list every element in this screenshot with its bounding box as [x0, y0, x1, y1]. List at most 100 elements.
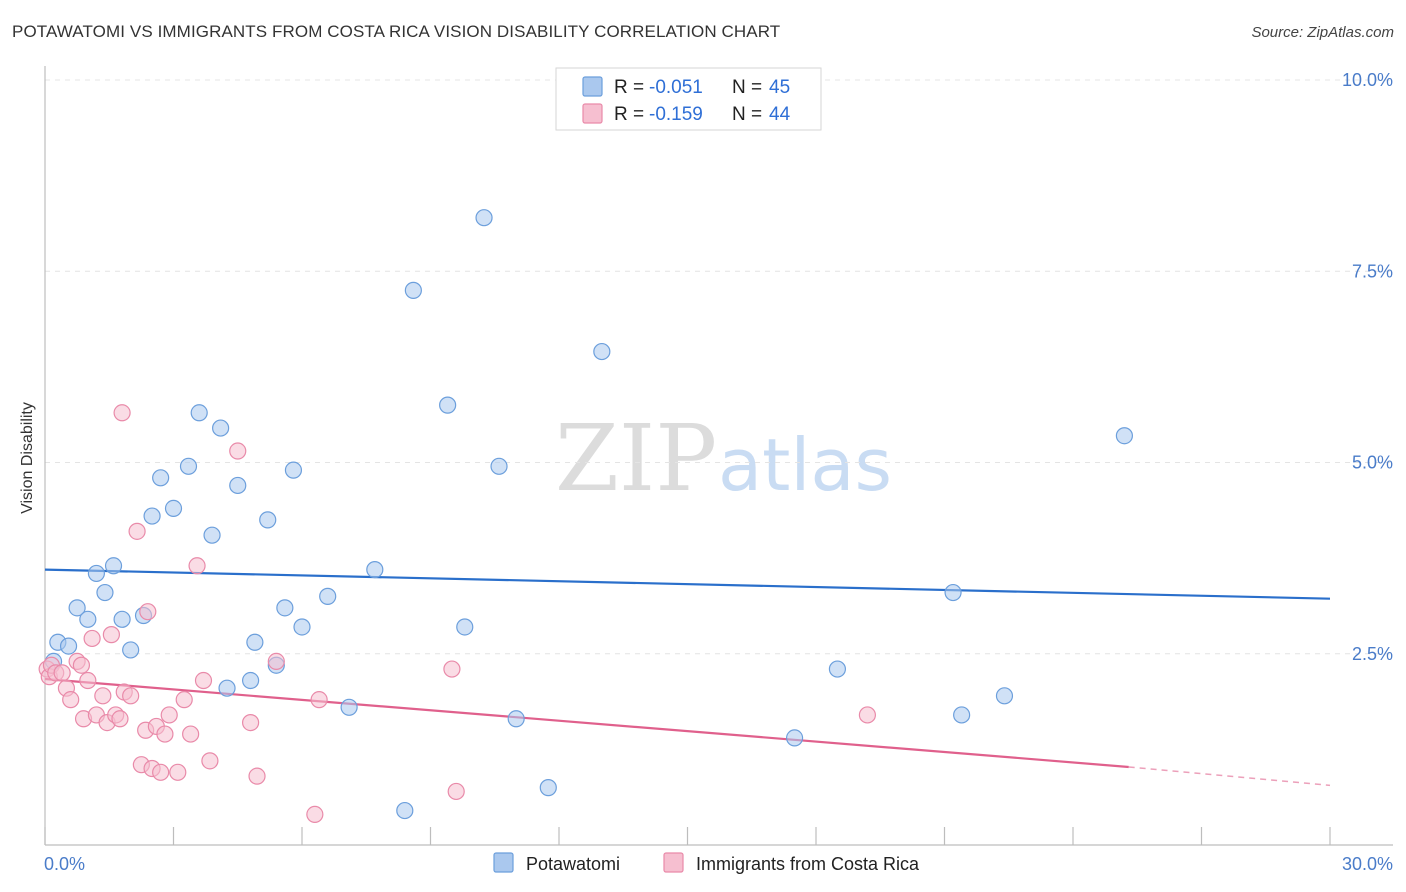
point-potawatomi-36: [507, 710, 525, 728]
point-costa-rica-43: [447, 782, 465, 801]
point-potawatomi-28: [340, 698, 358, 716]
point-potawatomi-41: [944, 583, 962, 602]
point-costa-rica-18: [113, 404, 131, 422]
legend-r-label-pink: R =: [614, 104, 644, 125]
watermark-zip: ZIP: [555, 405, 717, 512]
watermark: ZIP atlas: [555, 405, 892, 512]
point-potawatomi-39: [785, 729, 804, 747]
legend-n-label-pink: N =: [732, 104, 762, 125]
legend-swatch-blue: [582, 76, 603, 97]
legend-r-label-blue: R =: [614, 77, 644, 98]
point-potawatomi-35: [490, 457, 508, 475]
point-potawatomi-30: [396, 801, 414, 820]
point-potawatomi-18: [218, 679, 236, 697]
point-potawatomi-4: [79, 610, 97, 628]
point-costa-rica-41: [310, 691, 328, 709]
point-costa-rica-40: [306, 805, 324, 824]
point-costa-rica-36: [229, 442, 247, 460]
x-tick-label-min: 0.0%: [44, 854, 85, 874]
point-costa-rica-33: [188, 557, 206, 575]
point-potawatomi-38: [593, 342, 611, 361]
trend-lines: [44, 568, 1331, 787]
legend-n-label-blue: N =: [732, 77, 762, 98]
point-costa-rica-13: [94, 687, 112, 705]
point-costa-rica-6: [62, 691, 80, 709]
point-potawatomi-24: [276, 599, 294, 617]
point-costa-rica-8: [72, 656, 91, 674]
x-tick-labels: 0.0% 30.0%: [44, 854, 1393, 874]
series-legend-label-costa-rica: Immigrants from Costa Rica: [696, 854, 920, 874]
point-costa-rica-39: [267, 652, 285, 671]
point-potawatomi-33: [456, 618, 474, 636]
point-potawatomi-3: [68, 599, 86, 617]
point-potawatomi-43: [995, 687, 1014, 705]
point-potawatomi-6: [96, 583, 114, 602]
point-costa-rica-10: [79, 671, 97, 690]
watermark-atlas: atlas: [718, 423, 892, 507]
y-tick-label-0: 2.5%: [1352, 644, 1393, 664]
point-potawatomi-34: [475, 209, 493, 227]
stats-legend: R = -0.051 N = 45 R = -0.159 N = 44: [555, 67, 822, 131]
point-potawatomi-32: [439, 396, 457, 414]
point-potawatomi-31: [404, 281, 422, 299]
point-potawatomi-9: [122, 641, 140, 659]
point-potawatomi-40: [828, 660, 847, 678]
point-costa-rica-42: [443, 660, 461, 678]
y-tick-labels: 2.5% 5.0% 7.5% 10.0%: [1342, 70, 1393, 664]
point-costa-rica-24: [139, 603, 157, 621]
series-legend-swatch-potawatomi: [493, 852, 514, 873]
point-costa-rica-35: [201, 752, 219, 770]
point-potawatomi-17: [212, 419, 230, 437]
point-potawatomi-29: [366, 560, 384, 579]
point-potawatomi-44: [1115, 427, 1134, 445]
legend-n-value-blue: 45: [769, 77, 790, 98]
point-potawatomi-8: [113, 610, 131, 628]
point-costa-rica-32: [182, 725, 200, 743]
series-legend: Potawatomi Immigrants from Costa Rica: [493, 852, 920, 874]
point-potawatomi-13: [164, 499, 183, 517]
data-points: [38, 209, 1134, 824]
chart-title: POTAWATOMI VS IMMIGRANTS FROM COSTA RICA…: [12, 22, 781, 41]
point-costa-rica-17: [111, 710, 129, 728]
point-potawatomi-16: [203, 526, 221, 544]
legend-r-value-blue: -0.051: [649, 77, 703, 98]
trend-line-potawatomi: [44, 568, 1331, 600]
legend-n-value-pink: 44: [769, 104, 791, 125]
point-potawatomi-5: [87, 564, 106, 583]
axes: [44, 66, 1393, 846]
point-costa-rica-11: [83, 629, 101, 648]
legend-swatch-pink: [582, 103, 603, 124]
point-costa-rica-44: [858, 706, 877, 724]
point-potawatomi-37: [539, 779, 557, 797]
x-tick-label-max: 30.0%: [1342, 854, 1393, 874]
point-costa-rica-15: [102, 626, 120, 644]
point-costa-rica-30: [169, 763, 187, 781]
legend-r-value-pink: -0.159: [649, 104, 703, 125]
point-costa-rica-29: [160, 706, 178, 724]
point-costa-rica-38: [248, 767, 266, 785]
point-potawatomi-14: [179, 457, 198, 475]
series-legend-swatch-costa-rica: [663, 852, 684, 873]
y-tick-label-1: 5.0%: [1352, 453, 1393, 473]
point-potawatomi-27: [319, 587, 337, 605]
point-potawatomi-42: [953, 706, 971, 724]
gridlines: [45, 79, 1393, 655]
y-tick-label-2: 7.5%: [1352, 261, 1393, 281]
trend-line-extension-costa-rica: [1128, 766, 1331, 787]
y-tick-label-3: 10.0%: [1342, 70, 1393, 90]
point-potawatomi-22: [259, 511, 277, 529]
point-costa-rica-37: [242, 713, 260, 732]
point-potawatomi-25: [284, 461, 303, 479]
series-legend-label-potawatomi: Potawatomi: [526, 854, 620, 874]
point-potawatomi-12: [152, 469, 170, 487]
point-potawatomi-15: [190, 404, 208, 422]
point-costa-rica-31: [175, 691, 193, 709]
point-costa-rica-28: [156, 725, 174, 743]
point-potawatomi-20: [242, 671, 260, 690]
point-potawatomi-2: [59, 637, 78, 655]
point-potawatomi-7: [104, 557, 123, 575]
point-potawatomi-26: [293, 618, 311, 636]
point-potawatomi-11: [143, 507, 161, 525]
point-costa-rica-27: [152, 763, 170, 781]
